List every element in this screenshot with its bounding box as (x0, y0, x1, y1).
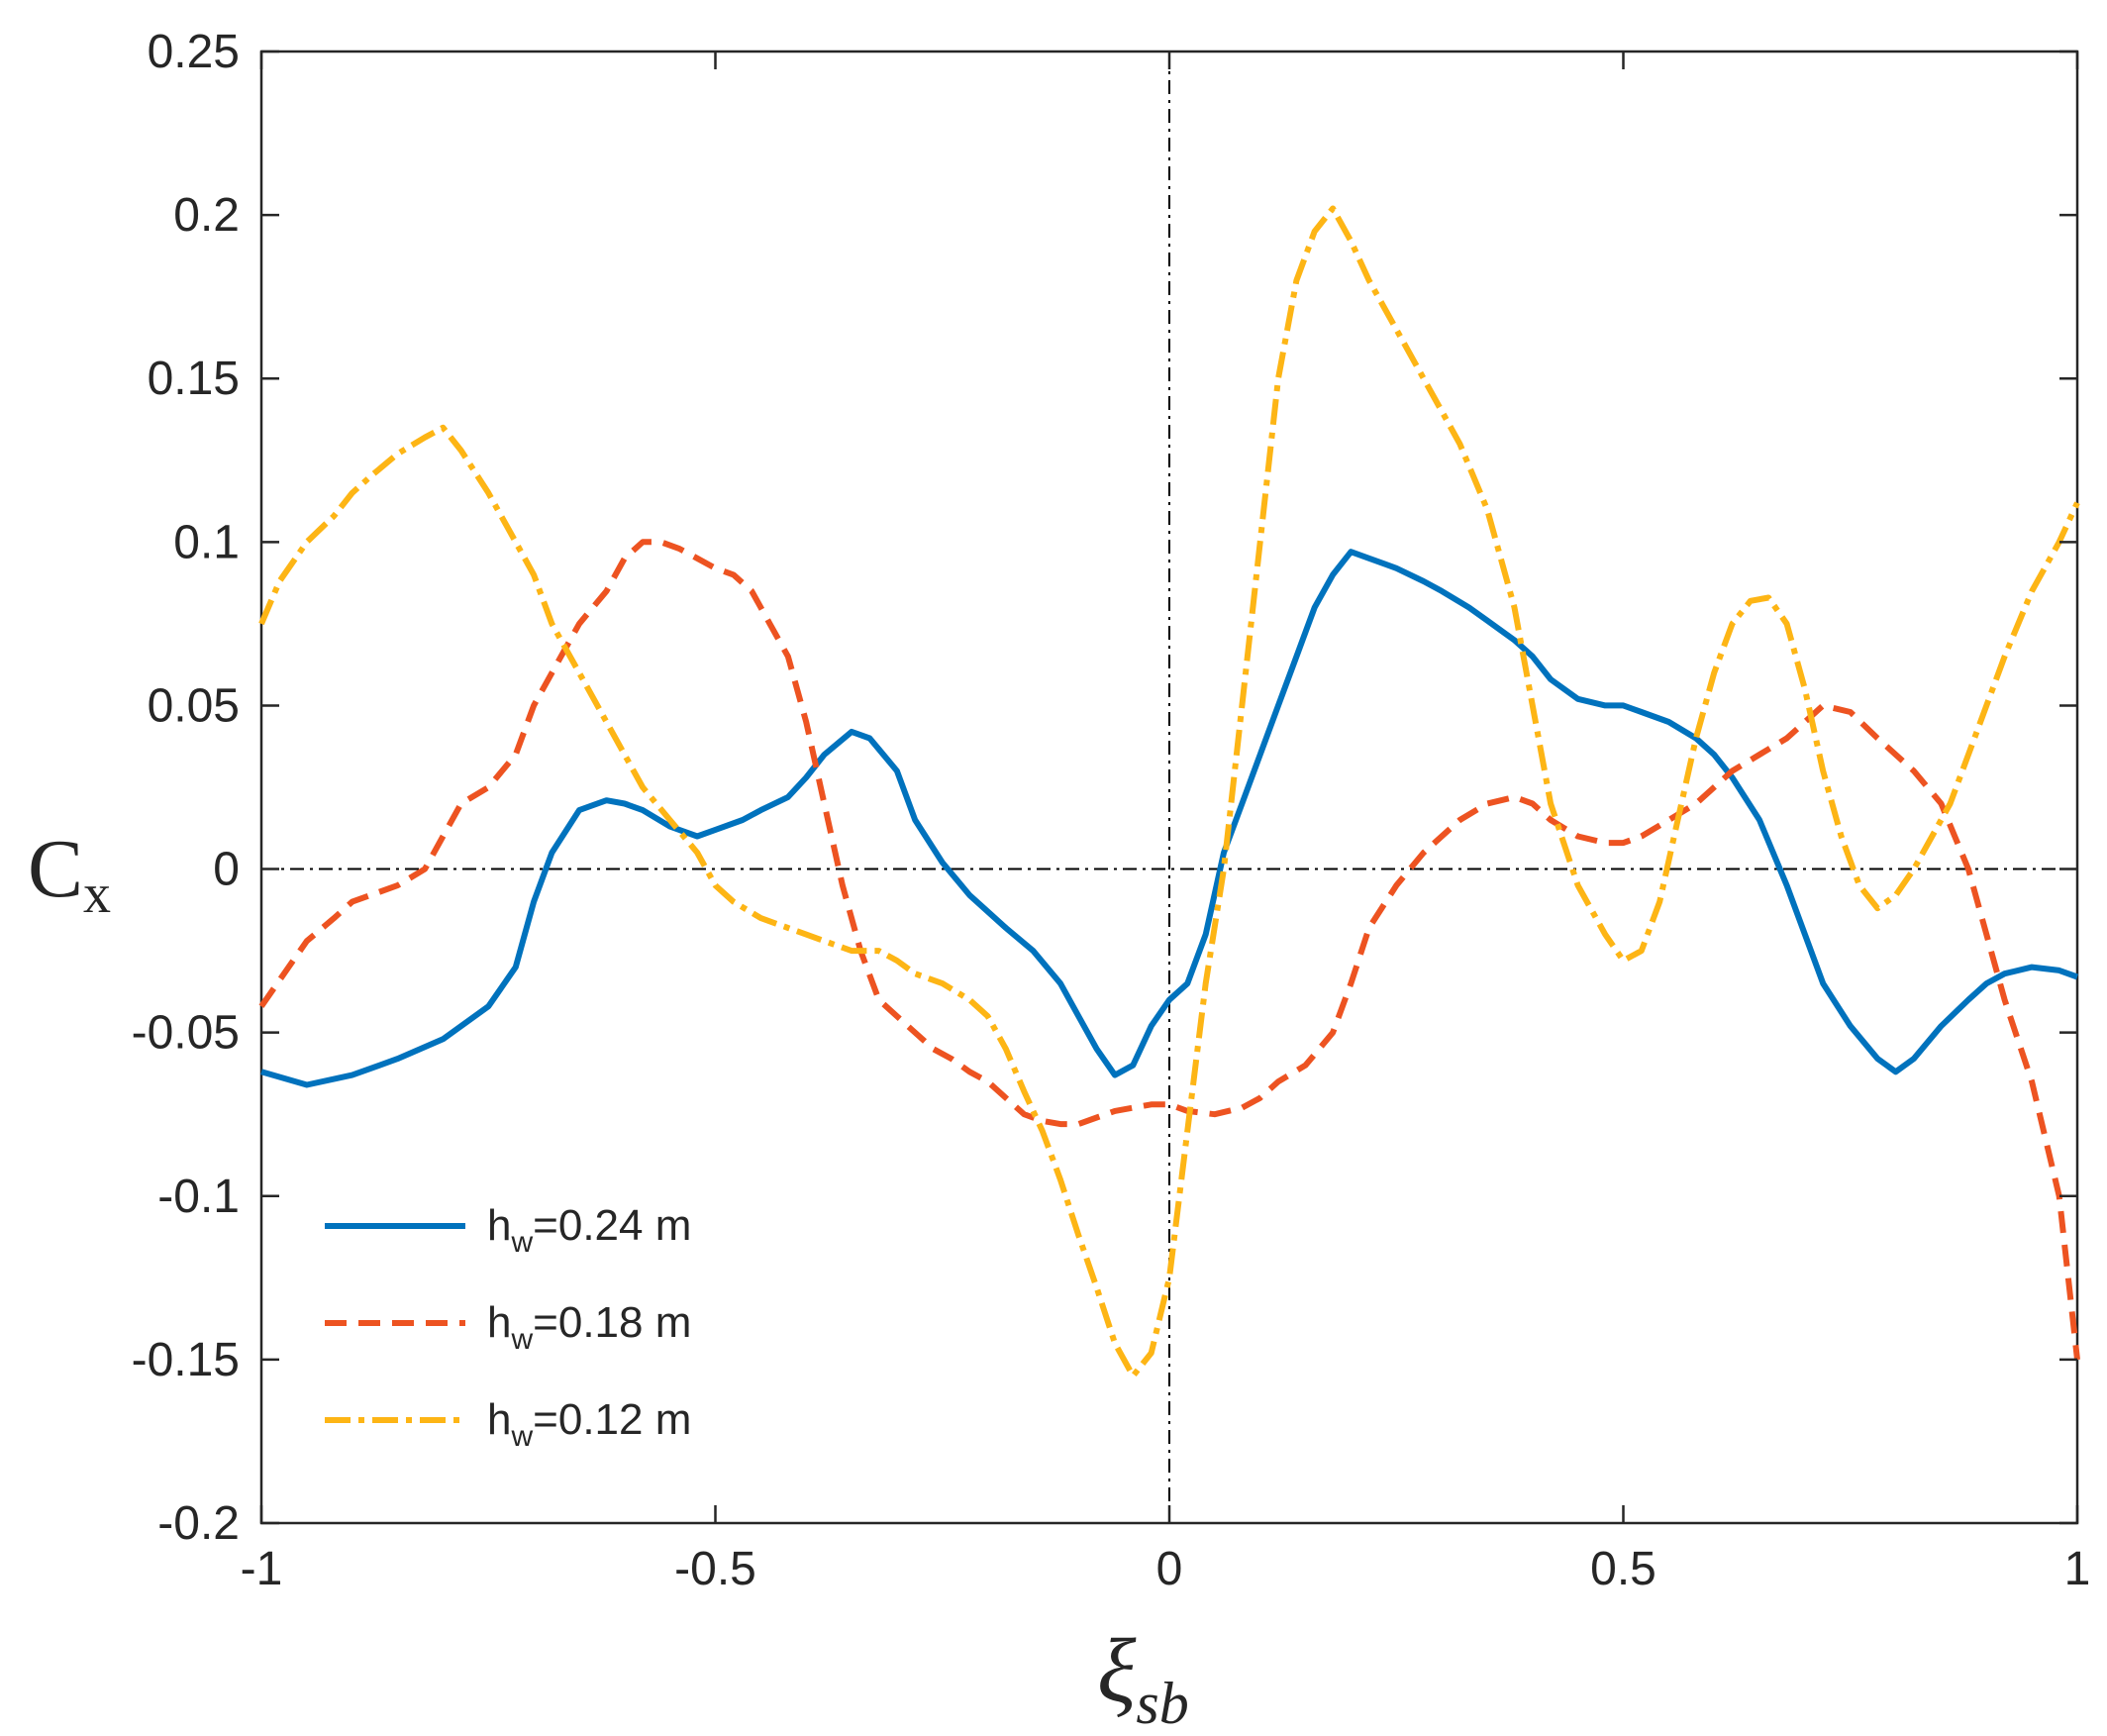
y-tick-label: -0.15 (132, 1334, 240, 1386)
series-line-h-w-0-18-m (258, 539, 2080, 1361)
legend-entry: hw=0.12 m (325, 1395, 691, 1453)
x-axis-label-subscript: sb (1136, 1671, 1188, 1731)
x-tick-label: 0 (1156, 1543, 1183, 1595)
legend-label-rest: =0.18 m (533, 1298, 691, 1347)
y-axis-label-subscript: x (83, 864, 111, 925)
legend-entry: hw=0.24 m (325, 1201, 691, 1259)
series-layer (258, 205, 2080, 1379)
y-tick-label: 0.05 (148, 679, 240, 732)
legend-label-rest: =0.24 m (533, 1201, 691, 1250)
legend-label-base: h (487, 1395, 511, 1444)
legend-label-subscript: w (510, 1226, 533, 1259)
y-tick-label: 0.1 (173, 516, 240, 568)
y-axis-label-main: C (28, 823, 83, 915)
y-tick-label: -0.2 (157, 1497, 240, 1550)
x-axis-label: ξsb (1097, 1620, 1189, 1731)
series-line-h-w-0-24-m (260, 549, 2079, 1088)
axis-ticks (259, 50, 2079, 1525)
y-tick-label: 0.2 (173, 189, 240, 242)
y-tick-label: 0 (213, 844, 240, 896)
legend-label-rest: =0.12 m (533, 1395, 691, 1444)
x-axis-label-main: ξ (1097, 1620, 1137, 1721)
y-tick-label: 0.25 (148, 26, 240, 78)
legend-label-base: h (487, 1201, 511, 1250)
y-tick-label: -0.1 (157, 1171, 240, 1223)
x-tick-label: 1 (2064, 1543, 2091, 1595)
legend-label-base: h (487, 1298, 511, 1347)
x-tick-label: -1 (241, 1543, 283, 1595)
legend-label-subscript: w (510, 1420, 533, 1453)
x-tick-labels: -1 -0.5 0 0.5 1 (241, 1543, 2091, 1595)
legend: hw=0.24 m hw=0.18 m hw=0.12 m (325, 1201, 691, 1453)
y-axis-label: Cx (28, 823, 111, 925)
legend-label-hw-018: hw=0.18 m (487, 1298, 691, 1356)
y-tick-label: -0.05 (132, 1007, 240, 1060)
legend-label-hw-024: hw=0.24 m (487, 1201, 691, 1259)
series-line-h-w-0-12-m (258, 205, 2080, 1379)
legend-entry: hw=0.18 m (325, 1298, 691, 1356)
y-tick-labels: -0.2 -0.15 -0.1 -0.05 0 0.05 0.1 0.15 0.2 0.25 (132, 26, 240, 1550)
legend-label-subscript: w (510, 1323, 533, 1356)
x-tick-label: 0.5 (1590, 1543, 1656, 1595)
legend-label-hw-012: hw=0.12 m (487, 1395, 691, 1453)
y-tick-label: 0.15 (148, 353, 240, 405)
reference-lines (261, 51, 2077, 1523)
x-tick-label: -0.5 (674, 1543, 756, 1595)
